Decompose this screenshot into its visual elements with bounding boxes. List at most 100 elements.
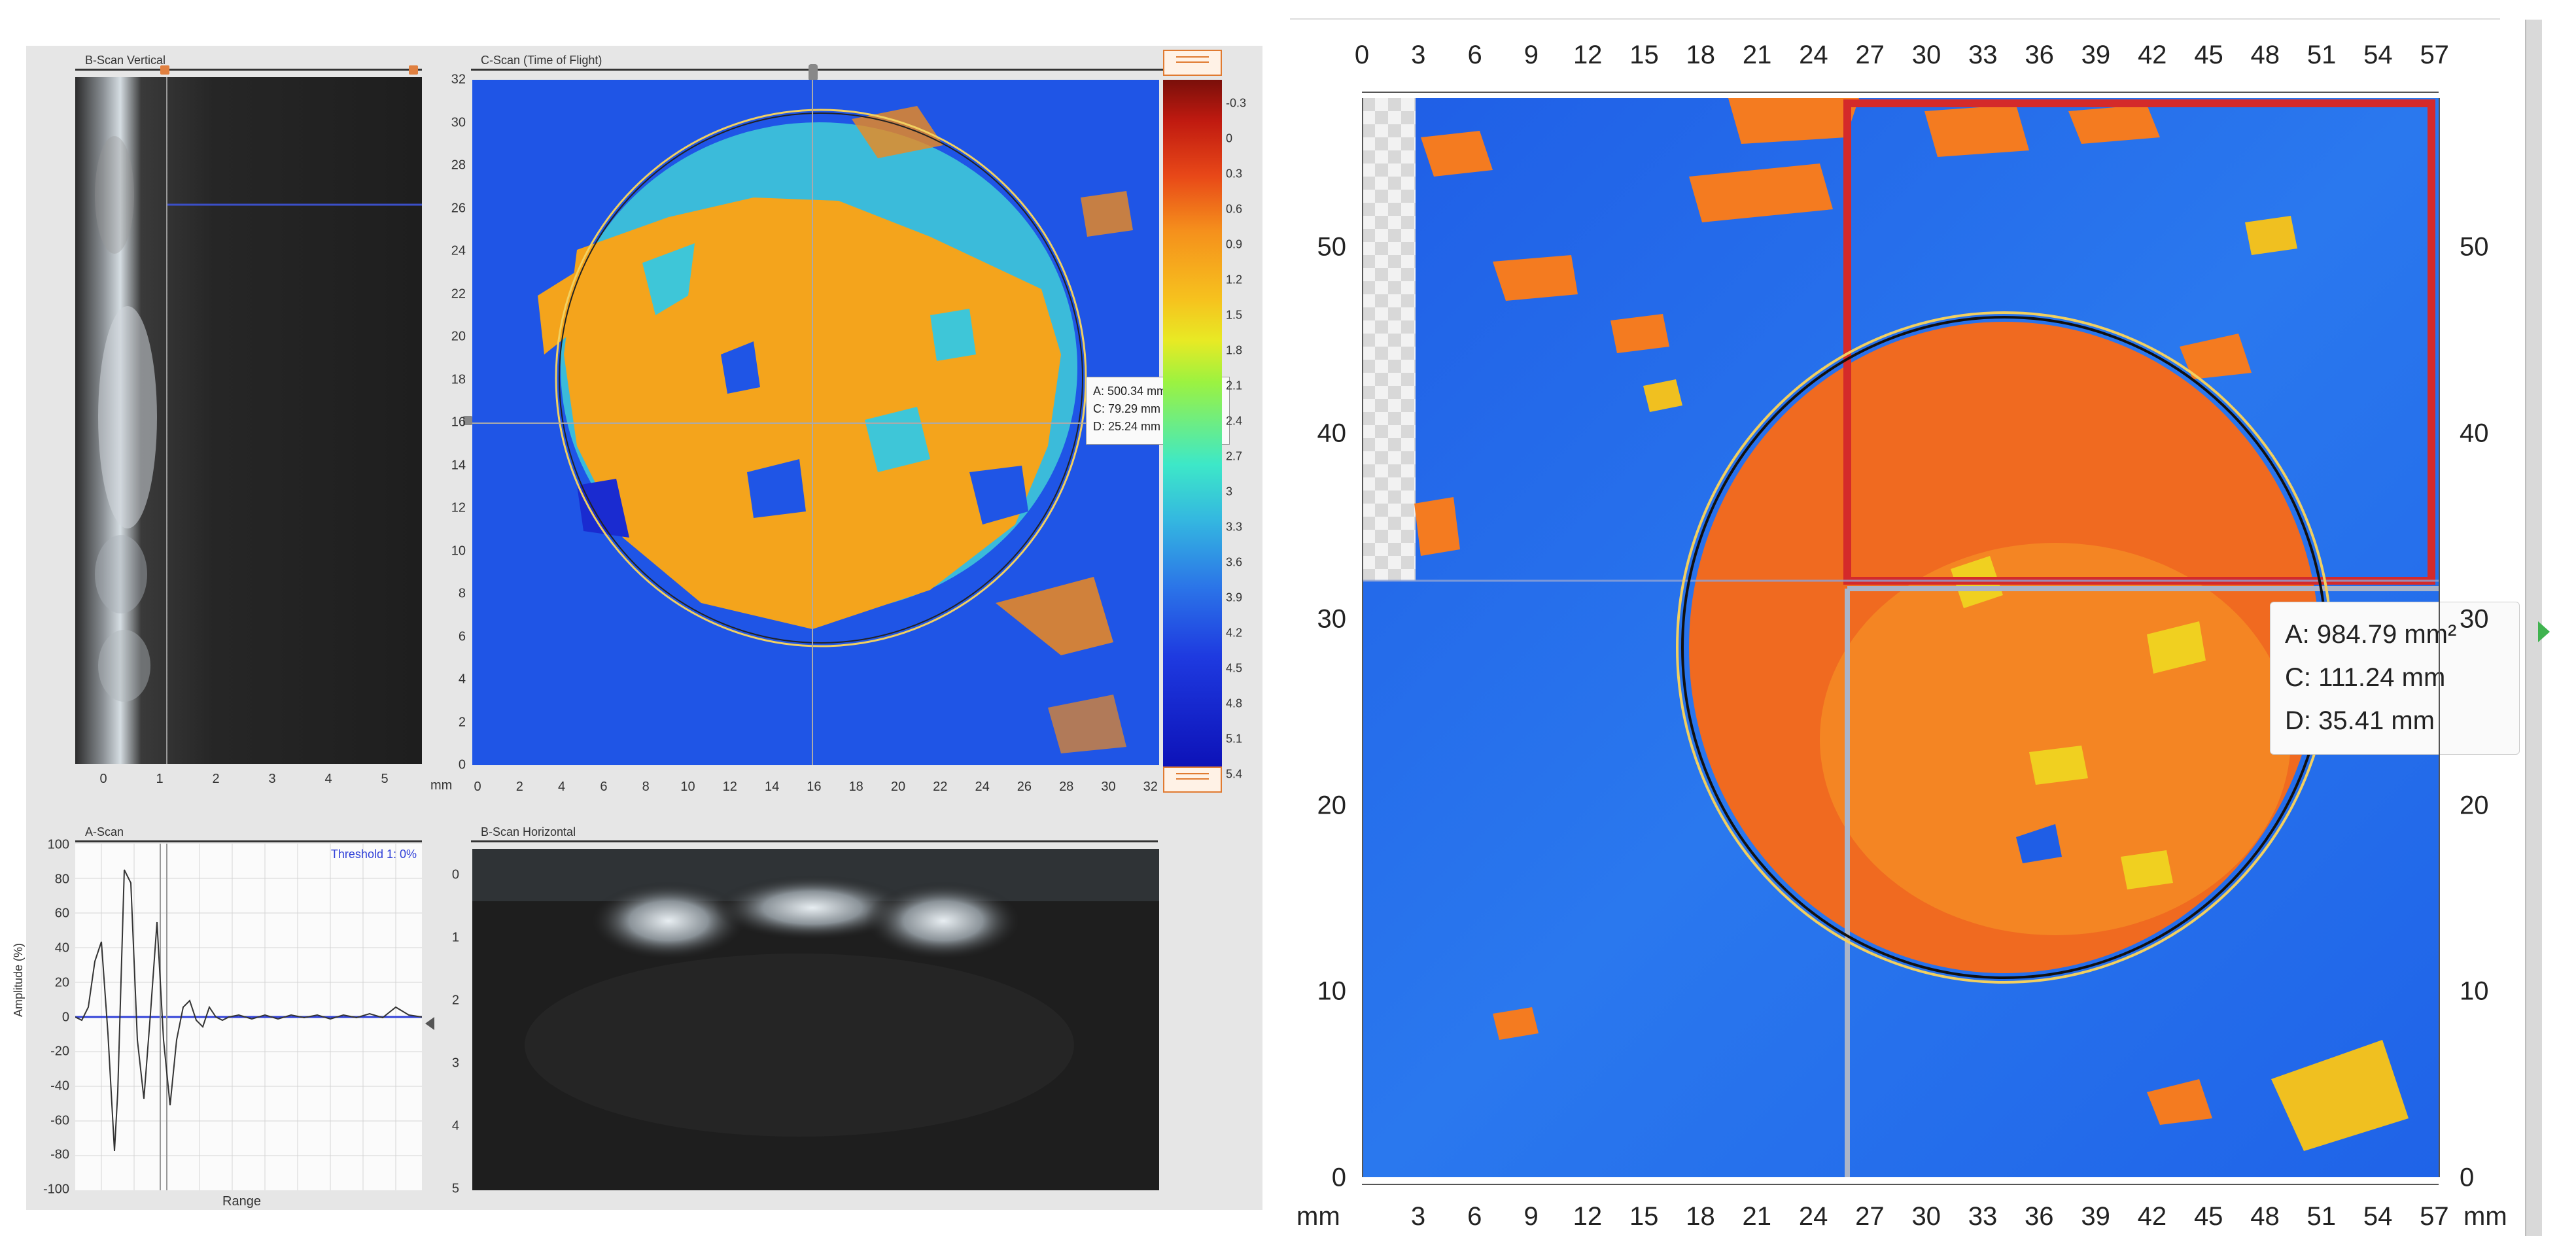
right-view-top-tick: 36 bbox=[2025, 41, 2054, 69]
right-view-top-tick: 12 bbox=[1573, 41, 1603, 69]
right-view-bottom-tick: 21 bbox=[1742, 1202, 1772, 1231]
right-view-left-tick: 20 bbox=[1317, 791, 1347, 819]
ascan-y-tick: -80 bbox=[50, 1147, 69, 1162]
colorbar-tick: 1.5 bbox=[1226, 308, 1243, 322]
cscan-y-tick: 18 bbox=[451, 372, 466, 387]
right-view-unit-right: mm bbox=[2463, 1202, 2507, 1231]
cscan-x-tick: 6 bbox=[600, 780, 608, 794]
cscan-x-tick: 20 bbox=[890, 780, 906, 794]
right-readout-circumference: C: 111.24 mm bbox=[2285, 663, 2446, 692]
ascan-y-tick: 80 bbox=[54, 872, 69, 887]
cscan-x-tick: 26 bbox=[1017, 780, 1032, 794]
cscan-vertical-cursor-handle[interactable] bbox=[463, 416, 472, 425]
right-view-top-tick: 48 bbox=[2250, 41, 2280, 69]
right-view-top-tick: 45 bbox=[2194, 41, 2223, 69]
right-view-bottom-tick: 3 bbox=[1410, 1202, 1426, 1231]
right-view-top-tick: 39 bbox=[2081, 41, 2111, 69]
cscan-y-tick: 10 bbox=[451, 543, 466, 558]
right-view-top-tick: 30 bbox=[1911, 41, 1941, 69]
right-view-top-tick: 18 bbox=[1686, 41, 1716, 69]
ascan-threshold: Threshold 1: 0% bbox=[330, 848, 417, 861]
right-view-expand-arrow-icon[interactable] bbox=[2538, 621, 2550, 642]
right-view-bottom-tick: 42 bbox=[2137, 1202, 2167, 1231]
ascan-y-tick: -20 bbox=[50, 1044, 69, 1059]
right-view-right-tick: 0 bbox=[2460, 1163, 2475, 1192]
right-view-top-tick: 51 bbox=[2306, 41, 2337, 69]
colorbar-tick: 4.5 bbox=[1226, 661, 1243, 675]
ascan-y-tick: -40 bbox=[50, 1078, 69, 1093]
right-view-bottom-tick: 9 bbox=[1523, 1202, 1539, 1231]
right-view-bottom-ruler bbox=[1362, 1177, 2439, 1185]
colorbar-tick: 0.3 bbox=[1226, 167, 1243, 181]
cscan-readout-circumference: C: 79.29 mm bbox=[1093, 402, 1161, 415]
right-view-top-tick: 0 bbox=[1354, 41, 1370, 69]
cscan-x-tick: 22 bbox=[933, 780, 948, 794]
cscan-image[interactable] bbox=[472, 80, 1159, 765]
right-view-top-tick: 15 bbox=[1629, 41, 1659, 69]
bscan-vertical-cursor-handle[interactable] bbox=[160, 65, 169, 75]
colorbar-tick: 4.2 bbox=[1226, 626, 1243, 640]
right-view-top-tick: 9 bbox=[1523, 41, 1539, 69]
colorbar-tick: 2.4 bbox=[1226, 414, 1243, 428]
colorbar-tick: 3.3 bbox=[1226, 520, 1243, 534]
bscan-vertical-image[interactable] bbox=[75, 77, 422, 764]
colorbar-tick: 2.7 bbox=[1226, 449, 1243, 463]
right-view-right-tick: 30 bbox=[2460, 604, 2489, 634]
right-view-left-tick: 10 bbox=[1317, 976, 1347, 1006]
ascan-y-tick: 0 bbox=[61, 1010, 69, 1024]
right-view-bottom-tick: 48 bbox=[2250, 1202, 2280, 1231]
right-measurement-readout: A: 984.79 mm² C: 111.24 mm D: 35.41 mm bbox=[2270, 602, 2520, 755]
colorbar-tick: 3 bbox=[1226, 485, 1233, 498]
cscan-x-tick: 30 bbox=[1101, 780, 1116, 794]
cscan-x-tick: 16 bbox=[807, 780, 822, 794]
bscan-vertical-x-tick: 2 bbox=[212, 772, 220, 786]
bscan-vertical-x-tick: 0 bbox=[99, 772, 107, 786]
cscan-x-tick: 4 bbox=[558, 780, 566, 794]
right-view-top-tick: 54 bbox=[2363, 41, 2393, 69]
ascan-y-tick: 40 bbox=[54, 940, 69, 956]
right-view-top-tick: 6 bbox=[1467, 41, 1482, 69]
bscan-vertical-cursor-handle-end[interactable] bbox=[409, 65, 418, 75]
bscan-vertical-x-tick: 1 bbox=[156, 772, 164, 786]
bscan-horizontal-image[interactable] bbox=[472, 849, 1159, 1190]
cscan-readout-diameter: D: 25.24 mm bbox=[1093, 420, 1161, 433]
cscan-header-line bbox=[471, 69, 1164, 71]
cscan-x-tick: 28 bbox=[1059, 780, 1074, 794]
bscan-horizontal-y-tick: 2 bbox=[451, 993, 459, 1008]
cscan-horizontal-cursor-handle[interactable] bbox=[809, 64, 818, 81]
right-cscan-image[interactable] bbox=[1362, 98, 2439, 1177]
cscan-x-unit: mm bbox=[430, 778, 453, 793]
bscan-horizontal-title: B-Scan Horizontal bbox=[481, 825, 576, 838]
ascan-x-label: Range bbox=[222, 1194, 261, 1209]
right-view-right-tick: 40 bbox=[2460, 419, 2489, 447]
colorbar-tick: 4.8 bbox=[1226, 697, 1243, 710]
colorbar-scroll-down-button[interactable] bbox=[1163, 766, 1222, 793]
right-view-unit-left: mm bbox=[1297, 1202, 1340, 1231]
ascan-title: A-Scan bbox=[85, 825, 124, 838]
ascan-plot[interactable]: Threshold 1: 0% bbox=[75, 844, 422, 1190]
bscan-horizontal-y-tick: 4 bbox=[451, 1118, 459, 1133]
cscan-x-tick: 18 bbox=[848, 780, 863, 794]
bscan-vertical-header-line bbox=[75, 69, 422, 80]
right-view-top-tick: 21 bbox=[1742, 41, 1772, 69]
cscan-x-tick: 8 bbox=[642, 780, 650, 794]
right-view-top-ruler bbox=[1362, 92, 2439, 99]
cscan-y-tick: 32 bbox=[451, 72, 466, 87]
right-view-bottom-tick: 30 bbox=[1911, 1202, 1941, 1231]
right-view-bottom-tick: 36 bbox=[2025, 1202, 2054, 1231]
right-view-bottom-tick: 51 bbox=[2306, 1202, 2337, 1231]
cscan-y-tick: 20 bbox=[451, 329, 466, 344]
colorbar-tick: 5.4 bbox=[1226, 767, 1243, 781]
colorbar-tick: 1.8 bbox=[1226, 343, 1243, 357]
right-view-left-ruler bbox=[1353, 98, 1363, 1177]
right-view-bottom-tick: 54 bbox=[2363, 1202, 2393, 1231]
colorbar-scroll-up-button[interactable] bbox=[1163, 50, 1222, 76]
ascan-y-tick: -100 bbox=[43, 1182, 69, 1197]
right-view-left-tick: 40 bbox=[1317, 419, 1347, 447]
right-view-top-tick: 57 bbox=[2420, 41, 2449, 69]
right-view-top-tick: 27 bbox=[1855, 41, 1885, 69]
cscan-y-tick: 14 bbox=[451, 458, 466, 472]
ascan-gate-marker-icon[interactable] bbox=[425, 1017, 434, 1030]
cscan-title: C-Scan (Time of Flight) bbox=[481, 54, 602, 67]
right-view-bottom-tick: 57 bbox=[2420, 1202, 2449, 1231]
